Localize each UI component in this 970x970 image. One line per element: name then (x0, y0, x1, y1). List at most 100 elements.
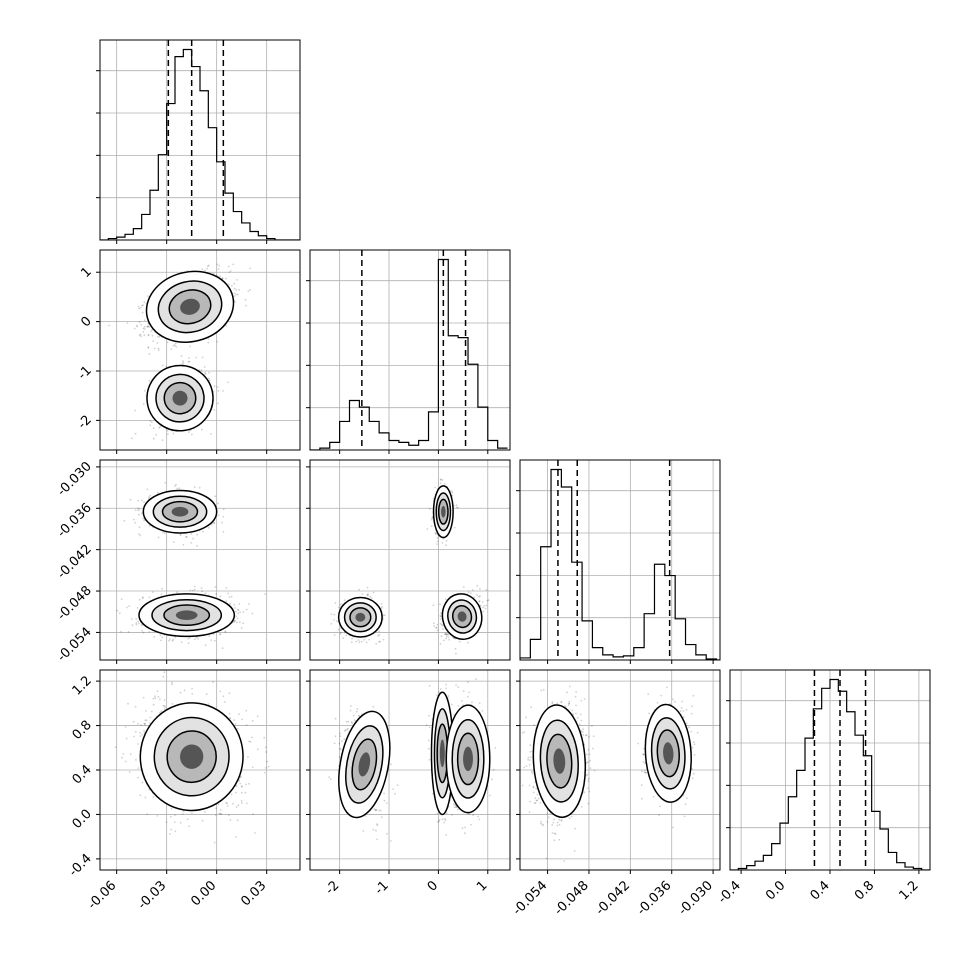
sample-point (157, 536, 160, 539)
sample-point (236, 621, 238, 624)
sample-point (151, 421, 153, 423)
sample-point (190, 433, 193, 436)
sample-point (196, 533, 199, 536)
sample-point (129, 498, 132, 501)
sample-point (147, 333, 150, 336)
sample-point (153, 347, 156, 350)
scatter-2d (116, 481, 266, 650)
sample-point (144, 389, 146, 392)
sample-point (229, 602, 232, 605)
sample-point (207, 377, 210, 380)
sample-point (138, 508, 141, 511)
sample-point (230, 285, 233, 287)
sample-point (135, 618, 138, 620)
sample-point (214, 586, 217, 588)
sample-point (227, 265, 230, 268)
sample-point (188, 431, 190, 433)
sample-point (147, 325, 150, 327)
sample-point (479, 587, 481, 590)
sample-point (443, 483, 446, 485)
sample-point (189, 636, 191, 639)
sample-point (204, 269, 206, 272)
grid (100, 460, 300, 660)
histogram-step (310, 258, 508, 450)
sample-point (333, 613, 336, 616)
sample-point (166, 429, 169, 432)
sample-point (187, 642, 190, 645)
sample-point (161, 587, 164, 590)
sample-point (478, 595, 480, 598)
sample-point (375, 642, 378, 645)
sample-point (450, 490, 453, 492)
sample-point (203, 366, 206, 368)
sample-point (159, 634, 162, 637)
sample-point (204, 644, 207, 647)
sample-point (142, 403, 145, 405)
sample-point (148, 326, 151, 328)
sample-point (337, 606, 340, 609)
sample-point (436, 543, 438, 545)
sample-point (216, 386, 219, 388)
sample-point (378, 630, 380, 633)
sample-point (131, 624, 134, 627)
sample-point (170, 348, 173, 350)
sample-point (222, 390, 225, 392)
sample-point (198, 486, 201, 489)
sample-point (357, 639, 360, 642)
y-tick-label: -0.036 (55, 500, 95, 540)
sample-point (444, 633, 447, 636)
sample-point (247, 603, 250, 605)
sample-point (147, 295, 149, 297)
sample-point (367, 593, 369, 596)
sample-point (160, 639, 162, 642)
sample-point (120, 598, 123, 601)
grid (310, 460, 510, 660)
sample-point (138, 321, 141, 323)
density-contour (175, 610, 198, 620)
sample-point (479, 595, 481, 597)
sample-point (143, 328, 146, 330)
histogram-step (100, 48, 300, 240)
histogram (100, 40, 300, 240)
sample-point (342, 637, 344, 640)
sample-point (234, 301, 236, 303)
sample-point (382, 614, 385, 617)
sample-point (361, 593, 364, 595)
sample-point (215, 593, 218, 595)
sample-point (242, 611, 245, 613)
sample-point (197, 638, 199, 640)
sample-point (194, 638, 196, 641)
sample-point (426, 528, 429, 530)
sample-point (139, 534, 142, 537)
sample-point (236, 617, 239, 620)
sample-point (141, 304, 143, 307)
sample-point (369, 595, 372, 598)
sample-point (161, 439, 164, 441)
sample-point (234, 619, 237, 622)
sample-point (178, 487, 181, 490)
sample-point (378, 633, 381, 636)
sample-point (152, 437, 155, 440)
sample-point (134, 409, 137, 412)
sample-point (180, 641, 183, 644)
sample-point (212, 633, 215, 635)
sample-point (217, 268, 220, 270)
sample-point (120, 630, 122, 633)
sample-point (339, 603, 342, 606)
sample-point (135, 324, 138, 327)
sample-point (168, 638, 171, 640)
sample-point (218, 265, 221, 267)
sample-point (147, 334, 150, 337)
sample-point (236, 279, 238, 281)
sample-point (195, 636, 198, 639)
sample-point (192, 589, 194, 592)
sample-point (227, 592, 230, 595)
sample-point (439, 479, 442, 481)
sample-point (123, 519, 126, 522)
sample-point (237, 612, 240, 615)
sample-point (439, 603, 441, 606)
sample-point (138, 533, 140, 535)
sample-point (219, 595, 222, 598)
sample-point (156, 342, 159, 344)
density-contour (172, 390, 188, 406)
